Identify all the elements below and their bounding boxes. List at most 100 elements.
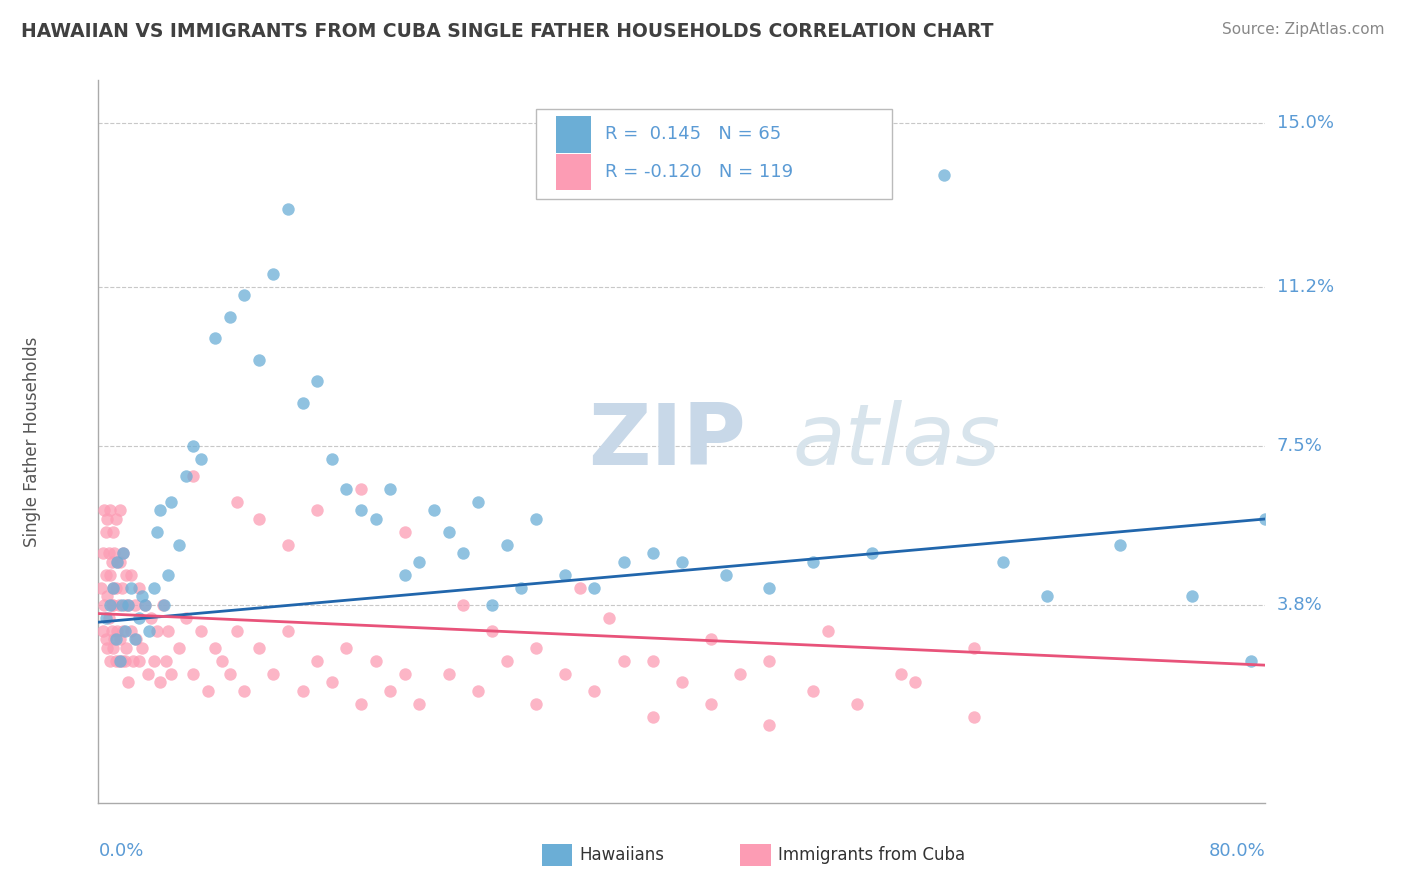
Point	[846, 697, 869, 711]
Point	[96, 590, 118, 604]
Point	[131, 590, 153, 604]
Point	[105, 555, 128, 569]
Point	[111, 654, 134, 668]
Text: ZIP: ZIP	[589, 400, 747, 483]
Point	[128, 611, 150, 625]
Point	[437, 666, 460, 681]
Point	[758, 581, 780, 595]
Point	[117, 598, 139, 612]
Point	[962, 710, 984, 724]
Point	[218, 666, 240, 681]
Point	[104, 654, 127, 668]
Point	[94, 611, 117, 625]
Point	[451, 598, 474, 612]
Point	[481, 598, 503, 612]
Point	[181, 439, 204, 453]
Point	[94, 524, 117, 539]
Point	[394, 524, 416, 539]
Point	[101, 640, 124, 655]
Point	[277, 202, 299, 217]
Point	[211, 654, 233, 668]
Point	[134, 598, 156, 612]
Point	[262, 666, 284, 681]
Point	[174, 469, 197, 483]
Point	[117, 675, 139, 690]
Point	[190, 451, 212, 466]
Point	[321, 451, 343, 466]
Point	[568, 581, 591, 595]
Point	[204, 640, 226, 655]
Point	[291, 684, 314, 698]
Point	[100, 624, 122, 638]
Point	[380, 684, 402, 698]
Point	[160, 666, 183, 681]
Point	[226, 624, 249, 638]
Point	[101, 524, 124, 539]
Point	[408, 697, 430, 711]
Point	[112, 624, 135, 638]
Point	[153, 598, 176, 612]
Point	[146, 524, 169, 539]
Point	[103, 632, 125, 647]
Point	[122, 654, 145, 668]
Text: R = -0.120   N = 119: R = -0.120 N = 119	[605, 163, 793, 181]
Point	[262, 267, 284, 281]
Point	[307, 375, 329, 389]
Text: 0.0%: 0.0%	[98, 842, 143, 860]
Point	[146, 624, 169, 638]
Point	[103, 546, 125, 560]
Point	[115, 567, 138, 582]
Point	[115, 640, 138, 655]
Point	[394, 666, 416, 681]
Point	[510, 581, 533, 595]
Point	[247, 512, 270, 526]
Point	[451, 546, 474, 560]
Text: Hawaiians: Hawaiians	[579, 846, 664, 863]
Point	[94, 567, 117, 582]
Point	[554, 567, 576, 582]
Point	[93, 503, 115, 517]
Point	[860, 546, 883, 560]
Point	[247, 640, 270, 655]
Point	[96, 512, 118, 526]
Point	[1108, 538, 1130, 552]
Point	[226, 494, 249, 508]
Point	[157, 567, 180, 582]
Text: Single Father Households: Single Father Households	[22, 336, 41, 547]
Point	[380, 482, 402, 496]
Point	[117, 598, 139, 612]
FancyBboxPatch shape	[741, 844, 770, 865]
Point	[91, 546, 114, 560]
Point	[1035, 590, 1057, 604]
Text: 11.2%: 11.2%	[1277, 277, 1334, 296]
Point	[350, 503, 373, 517]
Point	[1240, 654, 1263, 668]
Point	[105, 555, 128, 569]
Point	[120, 581, 142, 595]
Point	[307, 654, 329, 668]
Point	[364, 512, 387, 526]
Point	[100, 598, 122, 612]
Point	[524, 640, 547, 655]
Point	[96, 640, 118, 655]
Point	[90, 581, 112, 595]
Point	[307, 503, 329, 517]
Point	[408, 555, 430, 569]
Point	[962, 640, 984, 655]
Point	[197, 684, 219, 698]
Point	[394, 567, 416, 582]
Point	[98, 503, 121, 517]
Point	[91, 624, 114, 638]
Point	[583, 684, 606, 698]
Point	[612, 654, 634, 668]
Point	[496, 538, 519, 552]
FancyBboxPatch shape	[536, 109, 891, 200]
Point	[110, 654, 132, 668]
Point	[1181, 590, 1204, 604]
Point	[700, 697, 723, 711]
Point	[101, 581, 124, 595]
Point	[112, 546, 135, 560]
Point	[801, 555, 824, 569]
Point	[700, 632, 723, 647]
Point	[481, 624, 503, 638]
